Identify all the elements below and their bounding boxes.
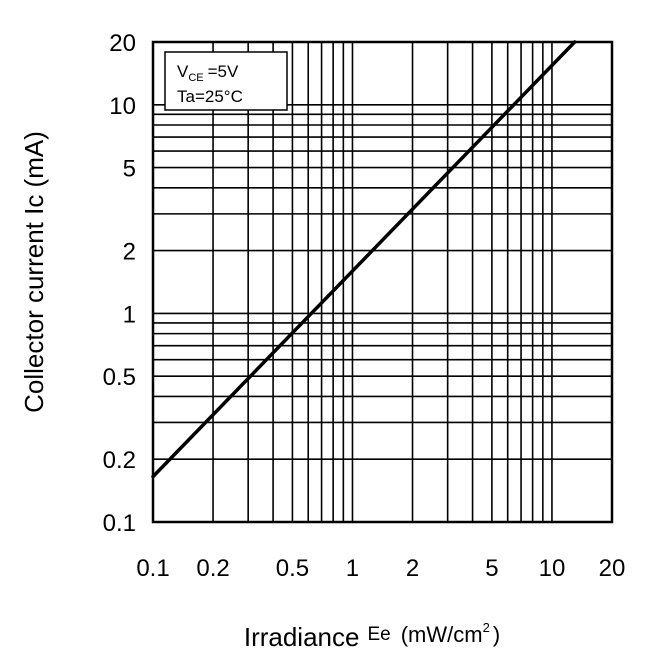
y-tick-label: 0.5 [103, 364, 136, 391]
y-tick-label: 5 [123, 156, 136, 183]
y-tick-label: 10 [109, 93, 136, 120]
y-axis-label: Collector current Ic (mA) [19, 131, 49, 413]
conditions-box-frame [164, 51, 288, 111]
conditions-box: VCE =5V Ta=25°C [164, 51, 288, 111]
x-axis-label-unit-close: ) [493, 622, 500, 647]
x-tick-label: 0.5 [276, 555, 309, 582]
plot-frame [151, 40, 614, 524]
x-axis-label-unit-sup: 2 [483, 620, 490, 635]
x-tick-label: 5 [485, 555, 498, 582]
condition-ta: Ta=25°C [177, 87, 243, 106]
x-tick-label: 20 [599, 555, 626, 582]
x-axis-label-unit: (mW/cm [401, 622, 483, 647]
x-axis-label: Irradiance Ee (mW/cm2) [244, 620, 500, 652]
series-line-0 [151, 40, 577, 479]
condition-vce: VCE =5V [177, 62, 239, 84]
x-tick-labels: 0.1 0.2 0.5 1 2 5 10 20 [136, 555, 625, 582]
x-tick-label: 0.1 [136, 555, 169, 582]
y-tick-label: 1 [123, 301, 136, 328]
series-group [151, 40, 577, 479]
condition-vce-sub: CE [188, 72, 203, 84]
x-tick-label: 10 [539, 555, 566, 582]
x-tick-label: 0.2 [196, 555, 229, 582]
y-tick-label: 20 [109, 30, 136, 57]
x-tick-label: 1 [346, 555, 359, 582]
condition-vce-symbol: V [177, 62, 189, 81]
x-axis-label-main: Irradiance [244, 622, 360, 652]
condition-vce-value: =5V [208, 62, 239, 81]
grid [153, 42, 612, 522]
y-tick-labels: 0.1 0.2 0.5 1 2 5 10 20 [103, 30, 136, 537]
y-tick-label: 0.2 [103, 447, 136, 474]
y-tick-label: 2 [123, 239, 136, 266]
y-tick-label: 0.1 [103, 510, 136, 537]
x-axis-label-symbol: Ee [367, 624, 390, 645]
x-tick-label: 2 [406, 555, 419, 582]
